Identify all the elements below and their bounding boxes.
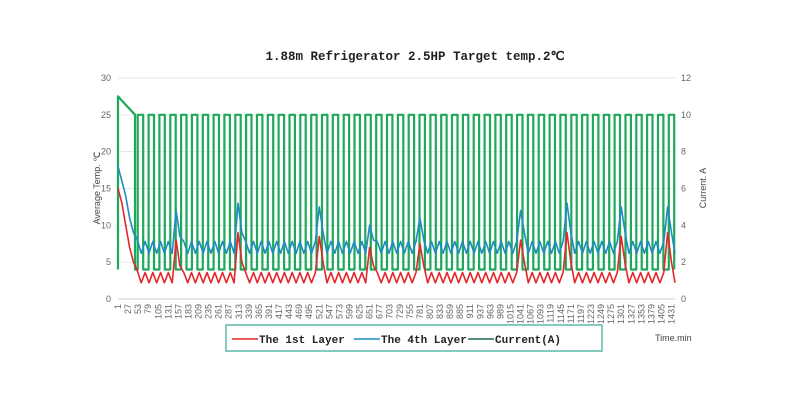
x-tick-label: 1379 [646,304,656,324]
y-tick-label: 5 [106,257,111,267]
x-tick-label: 755 [405,304,415,319]
y-tick-label: 0 [106,294,111,304]
x-tick-label: 833 [435,304,445,319]
x-axis: 1 27 53 79 105 131 157 183 209 235 261 287 313 339 365… [113,304,677,324]
series-line-4th-layer [117,166,676,255]
y-tick-label: 30 [101,73,111,83]
x-tick-label: 1 [113,304,123,309]
legend-label-current: Current(A) [495,335,561,347]
x-tick-label: 937 [475,304,485,319]
x-tick-label: 859 [445,304,455,319]
x-tick-label: 703 [385,304,395,319]
x-tick-label: 729 [395,304,405,319]
y2-tick-label: 8 [681,147,686,157]
x-tick-label: 599 [344,304,354,319]
y-tick-label: 20 [101,147,111,157]
x-tick-label: 443 [284,304,294,319]
plot-area [116,95,676,284]
x-tick-label: 989 [495,304,505,319]
y-axis-right: 0 2 4 6 8 10 12 [681,73,691,304]
y2-tick-label: 6 [681,184,686,194]
x-tick-label: 1353 [636,304,646,324]
y2-tick-label: 2 [681,257,686,267]
x-tick-label: 495 [304,304,314,319]
x-tick-label: 1405 [656,304,666,324]
x-tick-label: 1145 [556,304,566,323]
y-tick-label: 25 [101,110,111,120]
x-tick-label: 1119 [546,304,556,323]
y2-axis-title: Current. A [698,168,708,209]
x-tick-label: 209 [194,304,204,319]
x-tick-label: 807 [425,304,435,319]
y2-tick-label: 10 [681,110,691,120]
x-tick-label: 1197 [576,304,586,323]
series-line-1st-layer [117,188,676,284]
chart-title: 1.88m Refrigerator 2.5HP Target temp.2℃ [265,50,564,64]
x-tick-label: 105 [153,304,163,319]
x-tick-label: 1171 [566,304,576,323]
x-axis-title: Time.min [655,333,692,343]
x-tick-label: 521 [314,304,324,319]
x-tick-label: 261 [214,304,224,319]
x-tick-label: 469 [294,304,304,319]
x-tick-label: 1275 [606,304,616,324]
grid [118,77,675,300]
x-tick-label: 391 [264,304,274,319]
y2-tick-label: 4 [681,220,686,230]
x-tick-label: 1301 [616,304,626,324]
y2-tick-label: 0 [681,294,686,304]
x-tick-label: 417 [274,304,284,319]
x-tick-label: 963 [485,304,495,319]
x-tick-label: 365 [254,304,264,319]
x-tick-label: 235 [204,304,214,319]
x-tick-label: 1093 [536,304,546,324]
x-tick-label: 287 [224,304,234,319]
x-tick-label: 1223 [586,304,596,324]
x-tick-label: 911 [465,304,475,318]
legend: The 1st Layer The 4th Layer Current(A) [225,324,603,352]
x-tick-label: 573 [334,304,344,319]
x-tick-label: 79 [143,304,153,314]
x-tick-label: 339 [244,304,254,319]
x-tick-label: 53 [133,304,143,314]
x-tick-label: 885 [455,304,465,319]
x-tick-label: 781 [415,304,425,319]
x-tick-label: 1249 [596,304,606,324]
x-tick-label: 677 [375,304,385,319]
x-tick-label: 1327 [626,304,636,324]
y-tick-label: 10 [101,220,111,230]
x-tick-label: 1015 [505,304,515,324]
x-tick-label: 651 [365,304,375,319]
series-line-current [116,95,676,271]
legend-label-4th-layer: The 4th Layer [381,335,467,347]
x-tick-label: 313 [234,304,244,319]
y-axis-left: 0 5 10 15 20 25 30 [101,73,111,304]
legend-label-1st-layer: The 1st Layer [259,335,345,347]
x-tick-label: 1041 [516,304,526,324]
y-axis-title: Average Temp. ℃ [92,152,102,225]
y2-tick-label: 12 [681,73,691,83]
x-tick-label: 131 [163,304,173,319]
x-tick-label: 1067 [526,304,536,324]
x-tick-label: 547 [324,304,334,319]
x-tick-label: 183 [183,304,193,319]
x-tick-label: 157 [173,304,183,319]
x-tick-label: 625 [355,304,365,319]
y-tick-label: 15 [101,184,111,194]
x-tick-label: 1431 [667,304,677,324]
x-tick-label: 27 [123,304,133,314]
